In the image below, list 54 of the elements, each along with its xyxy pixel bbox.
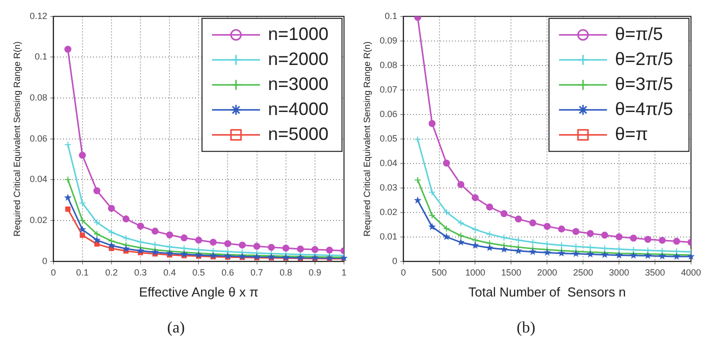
y-tick-label: 0.09 [380,35,398,46]
x-axis-title: Total Number of Sensors n [468,284,626,300]
x-tick-label: 0 [400,267,406,278]
x-tick-label: 2000 [537,267,558,278]
x-tick-label: 1000 [465,267,486,278]
x-tick-label: 0.4 [163,267,176,278]
x-tick-label: 4000 [680,267,702,278]
x-tick-label: 0.7 [250,267,264,278]
x-axis-title: Effective Angle θ x π [139,284,258,300]
y-tick-label: 0.1 [384,10,398,21]
legend-label: θ=4π/5 [614,98,673,119]
legend-label: n=2000 [268,48,329,69]
text: (b) [516,320,536,337]
x-tick-label: 0.8 [280,267,292,278]
y-tick-label: 0.01 [380,231,398,242]
y-tick-label: 0.08 [30,92,48,103]
y-axis-title: Required Critical Equivalent Sensing Range R(n) [12,41,22,236]
y-tick-label: 0.1 [34,52,48,62]
y-tick-label: 0 [392,256,398,266]
x-tick-label: 0.1 [76,267,89,278]
y-tick-label: 0.07 [380,84,398,94]
legend-label: θ=3π/5 [614,74,673,94]
x-tick-label: 0.6 [221,267,234,278]
legend-label: θ=π/5 [614,24,663,44]
y-tick-label: 0.05 [380,133,398,144]
legend-label: n=1000 [268,24,329,44]
legend-label: n=5000 [268,124,329,144]
x-tick-label: 3500 [645,267,666,278]
x-tick-label: 0.3 [134,267,147,278]
x-tick-label: 1500 [501,267,522,278]
x-tick-label: 3000 [609,267,630,278]
x-tick-label: 0 [50,267,56,278]
y-tick-label: 0.08 [380,60,398,70]
y-tick-label: 0.06 [380,108,398,119]
y-axis-title: Required Critical Equivalent Sensing Range R(n) [362,41,372,236]
y-tick-label: 0.12 [30,10,48,21]
x-tick-label: 0.2 [105,267,118,278]
x-tick-label: 2500 [573,267,594,278]
y-tick-label: 0.04 [30,174,48,184]
y-tick-label: 0.04 [380,158,398,168]
x-tick-label: 500 [432,267,447,278]
y-tick-label: 0.02 [380,206,398,217]
x-tick-label: 0.5 [192,267,205,278]
x-tick-label: 1 [341,267,347,278]
legend-label: θ=π [614,124,648,144]
y-tick-label: 0.03 [380,182,398,192]
text: (a) [167,320,185,337]
y-tick-label: 0.06 [30,133,48,144]
y-tick-label: 0 [42,256,48,266]
legend-label: n=4000 [268,98,329,119]
y-tick-label: 0.02 [30,215,48,226]
legend-label: n=3000 [268,74,329,94]
legend-label: θ=2π/5 [614,48,673,69]
x-tick-label: 0.9 [308,267,322,278]
